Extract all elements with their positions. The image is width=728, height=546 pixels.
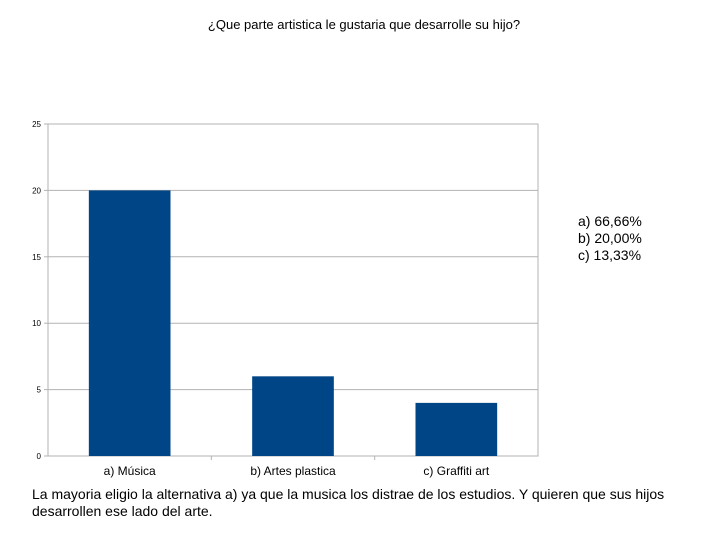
x-category-label: b) Artes plastica xyxy=(250,464,336,478)
y-tick-label: 15 xyxy=(32,253,41,262)
y-tick-label: 25 xyxy=(32,120,41,129)
percentage-legend: a) 66,66% b) 20,00% c) 13,33% xyxy=(578,213,642,264)
y-tick-label: 5 xyxy=(37,386,42,395)
legend-entry-a: a) 66,66% xyxy=(578,213,642,229)
conclusion-text: La mayoria eligio la alternativa a) ya q… xyxy=(32,486,665,519)
y-tick-label: 20 xyxy=(32,186,41,195)
y-tick-label: 10 xyxy=(32,319,41,328)
chart-title: ¿Que parte artistica le gustaria que des… xyxy=(207,17,521,32)
legend-entry-b: b) 20,00% xyxy=(578,230,642,246)
x-category-label: a) Música xyxy=(104,464,156,478)
bar-1 xyxy=(88,190,171,456)
x-category-label: c) Graffiti art xyxy=(423,464,489,478)
bar-2 xyxy=(252,376,334,456)
legend-entry-c: c) 13,33% xyxy=(578,247,642,263)
bar-3 xyxy=(415,402,498,456)
y-tick-label: 0 xyxy=(37,452,42,461)
